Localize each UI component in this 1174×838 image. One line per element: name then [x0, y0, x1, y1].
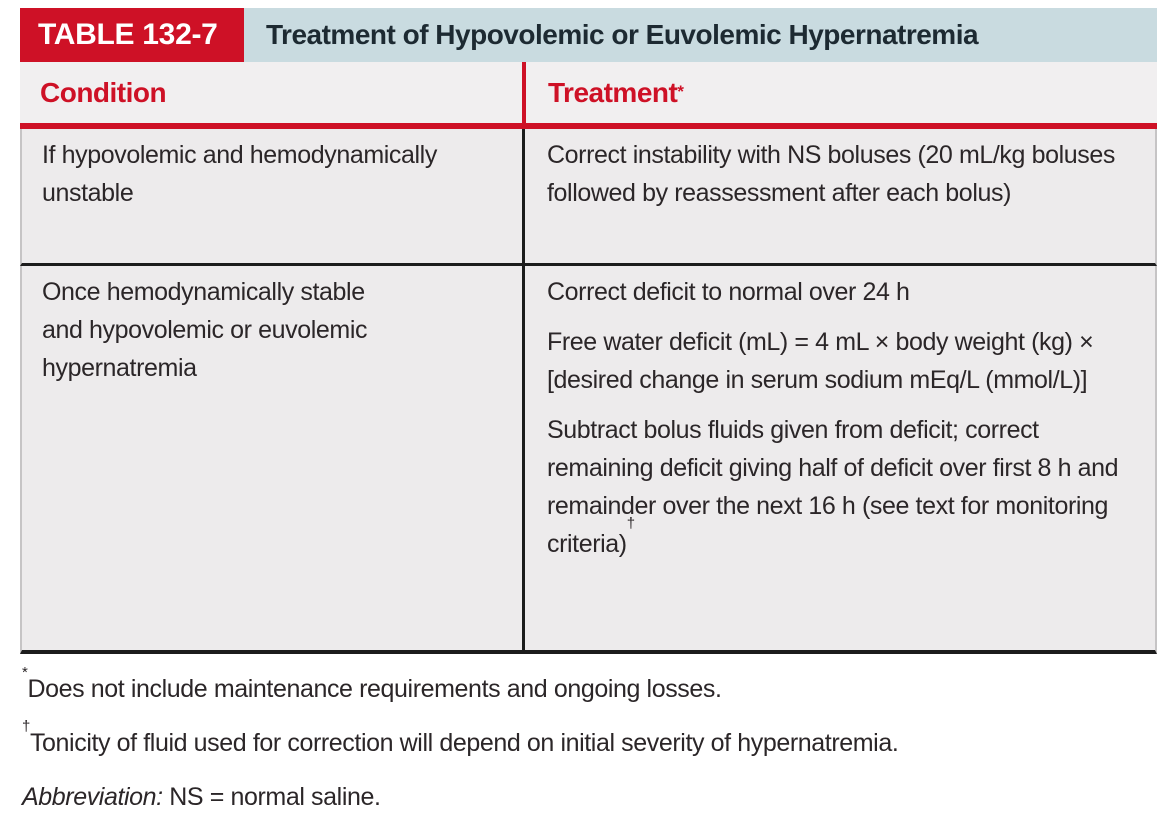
- treatment-text: Free water deficit (mL) = 4 mL × body we…: [547, 328, 1094, 394]
- treatment-cell: Correct deficit to normal over 24 h Free…: [522, 266, 1155, 650]
- table-row-unstable: If hypovolemic and hemodynamically unsta…: [20, 129, 1157, 266]
- condition-cell: If hypovolemic and hemodynamically unsta…: [42, 141, 437, 207]
- column-header-condition: Condition: [40, 76, 167, 108]
- condition-cell: Once hemodynamically stable and hypovole…: [42, 278, 368, 382]
- treatment-cell: Correct instability with NS boluses (20 …: [522, 129, 1155, 263]
- treatment-paragraph: Free water deficit (mL) = 4 mL × body we…: [547, 323, 1141, 399]
- table-row-stable: Once hemodynamically stable and hypovole…: [20, 266, 1157, 654]
- footnote-text: Tonicity of fluid used for correction wi…: [29, 729, 899, 757]
- footnote-abbreviation: Abbreviation: NS = normal saline.: [22, 782, 1152, 812]
- column-header-treatment-label: Treatment: [548, 76, 678, 108]
- column-header-treatment: Treatment *: [522, 62, 1157, 123]
- abbreviation-lead: Abbreviation:: [22, 783, 163, 811]
- treatment-paragraph: Subtract bolus fluids given from deficit…: [547, 411, 1141, 563]
- footnotes: *Does not include maintenance requiremen…: [22, 665, 1152, 836]
- footnote-asterisk: *Does not include maintenance requiremen…: [22, 665, 1152, 704]
- footnote-text: NS = normal saline.: [162, 783, 381, 811]
- column-header-row: Condition Treatment *: [20, 62, 1157, 129]
- treatment-text: Correct deficit to normal over 24 h: [547, 278, 910, 306]
- table-number-label: TABLE 132-7: [20, 8, 244, 62]
- treatment-table: TABLE 132-7 Treatment of Hypovolemic or …: [20, 8, 1157, 654]
- table-title-band: TABLE 132-7 Treatment of Hypovolemic or …: [20, 8, 1157, 62]
- treatment-text: Correct instability with NS boluses (20 …: [547, 141, 1115, 207]
- treatment-paragraph: Correct instability with NS boluses (20 …: [547, 136, 1141, 212]
- treatment-paragraph: Correct deficit to normal over 24 h: [547, 273, 1141, 311]
- footnote-text: Does not include maintenance requirement…: [27, 675, 722, 703]
- footnote-dagger: †Tonicity of fluid used for correction w…: [22, 719, 1152, 758]
- dagger-marker: †: [22, 718, 30, 735]
- treatment-text: Subtract bolus fluids given from deficit…: [547, 416, 1119, 558]
- dagger-marker: †: [626, 515, 635, 532]
- table-title: Treatment of Hypovolemic or Euvolemic Hy…: [244, 8, 1157, 62]
- asterisk-marker: *: [22, 664, 28, 681]
